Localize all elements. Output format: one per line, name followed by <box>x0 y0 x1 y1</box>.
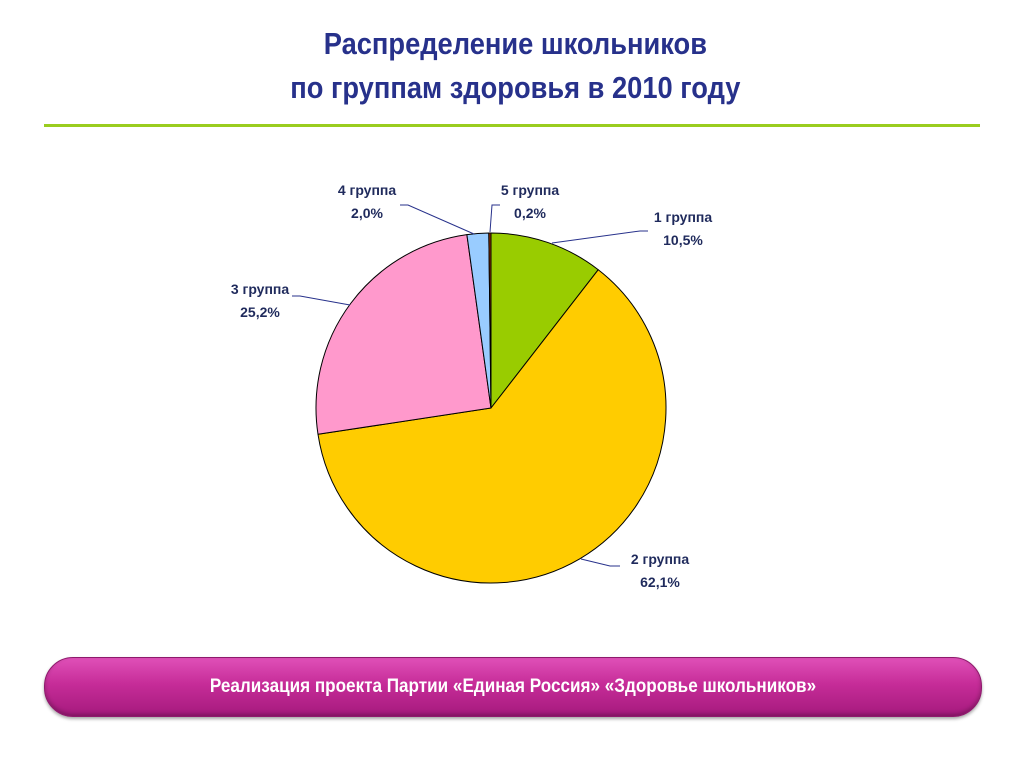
slice-value-label-5: 0,2% <box>514 205 546 221</box>
footer-text: Реализация проекта Партии «Единая Россия… <box>209 676 817 697</box>
leader-line-5 <box>489 204 500 233</box>
slice-value-label-4: 2,0% <box>351 205 383 221</box>
leader-lines <box>292 204 648 567</box>
slice-name-label-5: 5 группа <box>501 182 560 198</box>
leader-line-2 <box>580 558 620 567</box>
leader-line-4 <box>400 204 475 235</box>
pie-slice-3 <box>315 234 492 435</box>
footer-banner: Реализация проекта Партии «Единая Россия… <box>44 657 982 717</box>
slice-name-label-3: 3 группа <box>231 281 290 297</box>
slice-name-label-4: 4 группа <box>338 182 397 198</box>
leader-line-1 <box>551 230 648 244</box>
slice-value-label-3: 25,2% <box>240 304 280 320</box>
slice-value-label-2: 62,1% <box>640 574 680 590</box>
pie-slice-2 <box>317 269 667 584</box>
title-divider <box>44 124 980 127</box>
pie-slice-1 <box>490 232 599 409</box>
data-labels: 1 группа 10,5% 2 группа 62,1% 3 группа 25,2% 4… <box>231 182 713 590</box>
slide-title: Распределение школьников по группам здор… <box>65 22 966 110</box>
pie-slice-5 <box>488 232 492 409</box>
slice-value-label-1: 10,5% <box>663 232 703 248</box>
slice-name-label-2: 2 группа <box>631 551 690 567</box>
pie-slices <box>315 232 667 584</box>
title-line-2: по группам здоровья в 2010 году <box>290 70 741 105</box>
title-line-1: Распределение школьников <box>323 26 707 61</box>
leader-line-3 <box>292 295 351 306</box>
slice-name-label-1: 1 группа <box>654 209 713 225</box>
